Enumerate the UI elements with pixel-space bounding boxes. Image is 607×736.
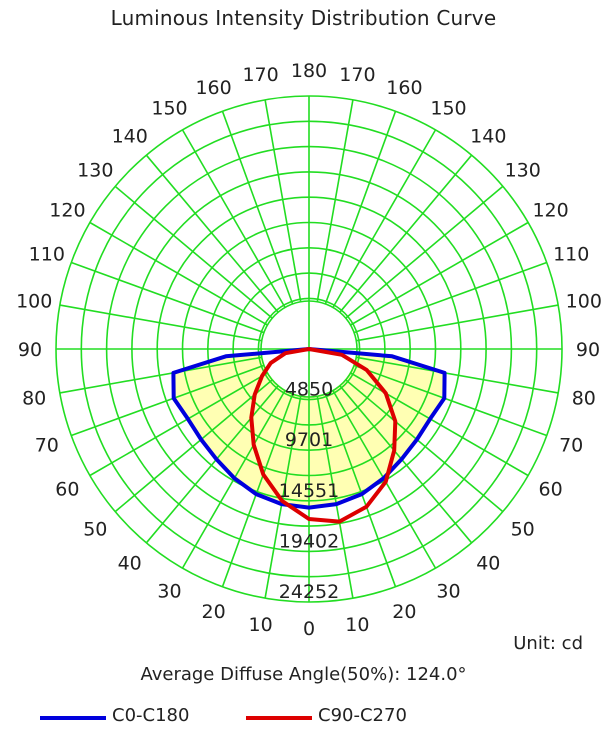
series-line-c90-c270 <box>249 347 398 524</box>
angle-label: 110 <box>553 244 589 266</box>
grid-spoke <box>59 304 262 342</box>
angle-label: 70 <box>559 434 583 456</box>
radial-tick-label: 14551 <box>279 480 339 502</box>
angle-label: 20 <box>392 601 416 623</box>
angle-label: 40 <box>118 553 142 575</box>
angle-label: 170 <box>339 64 375 86</box>
angle-label: 60 <box>55 479 79 501</box>
average-diffuse-angle: Average Diffuse Angle(50%): 124.0° <box>140 664 467 685</box>
grid-spoke <box>114 185 273 319</box>
angle-label: 150 <box>151 97 187 119</box>
grid-spoke <box>59 356 262 394</box>
angle-label: 140 <box>112 125 148 147</box>
angle-label: 10 <box>249 614 273 636</box>
radial-tick-label: 19402 <box>279 530 339 552</box>
radial-tick-label: 9701 <box>285 429 333 451</box>
angle-label: 130 <box>505 160 541 182</box>
angle-label: 140 <box>470 125 506 147</box>
angle-label: 50 <box>511 518 535 540</box>
grid-spoke <box>316 99 354 302</box>
angle-label: 40 <box>476 553 500 575</box>
grid-spoke <box>89 221 268 326</box>
angle-label: 160 <box>386 77 422 99</box>
angle-label: 120 <box>532 200 568 222</box>
angle-label: 80 <box>22 387 46 409</box>
angle-label: 50 <box>83 518 107 540</box>
grid-spoke <box>264 396 302 599</box>
angle-label: 30 <box>436 581 460 603</box>
grid-spoke <box>339 154 473 313</box>
grid-spoke <box>324 111 397 305</box>
grid-spoke <box>264 99 302 302</box>
angle-label: 30 <box>157 581 181 603</box>
grid-spoke <box>71 261 265 334</box>
angle-label: 60 <box>539 479 563 501</box>
grid-spoke <box>181 129 286 308</box>
grid-spoke <box>145 385 279 544</box>
radial-tick-label: 24252 <box>279 581 339 603</box>
chart-title: Luminous Intensity Distribution Curve <box>110 6 497 30</box>
angle-label: 180 <box>291 60 327 82</box>
grid-spoke <box>345 185 504 319</box>
angle-label: 170 <box>242 64 278 86</box>
legend-swatch-c0-c180 <box>40 716 106 720</box>
legend-label-c0-c180: C0-C180 <box>112 705 190 726</box>
grid-spoke <box>350 372 529 477</box>
angle-label: 80 <box>572 387 596 409</box>
angle-label: 120 <box>49 200 85 222</box>
grid-spoke <box>221 393 294 587</box>
legend-swatch-c90-c270 <box>246 716 312 720</box>
angle-label: 100 <box>16 291 52 313</box>
grid-spoke <box>324 393 397 587</box>
angle-label: 90 <box>576 339 600 361</box>
grid-spoke <box>353 261 547 334</box>
grid-spoke <box>332 129 437 308</box>
grid-spoke <box>356 304 559 342</box>
angle-label: 90 <box>18 339 42 361</box>
angle-label: 10 <box>345 614 369 636</box>
grid-spoke <box>353 364 547 437</box>
grid-spoke <box>345 379 504 513</box>
angle-label: 0 <box>303 618 315 640</box>
grid-inner-circle <box>260 300 358 398</box>
radial-tick-label: 4850 <box>285 379 333 401</box>
grid-spoke <box>114 379 273 513</box>
angle-label: 20 <box>202 601 226 623</box>
angle-label: 70 <box>35 434 59 456</box>
grid-spoke <box>89 372 268 477</box>
grid-spoke <box>356 356 559 394</box>
grid-spoke <box>145 154 279 313</box>
angle-label: 100 <box>566 291 602 313</box>
grid-spoke <box>316 396 354 599</box>
legend-label-c90-c270: C90-C270 <box>318 705 407 726</box>
angle-label: 110 <box>29 244 65 266</box>
angle-label: 150 <box>430 97 466 119</box>
grid-spoke <box>339 385 473 544</box>
grid-spoke <box>350 221 529 326</box>
grid-spoke <box>221 111 294 305</box>
angle-label: 160 <box>195 77 231 99</box>
grid-spoke <box>71 364 265 437</box>
angle-label: 130 <box>77 160 113 182</box>
series-line-c0-c180 <box>171 347 447 510</box>
unit-label: Unit: cd <box>513 633 583 654</box>
